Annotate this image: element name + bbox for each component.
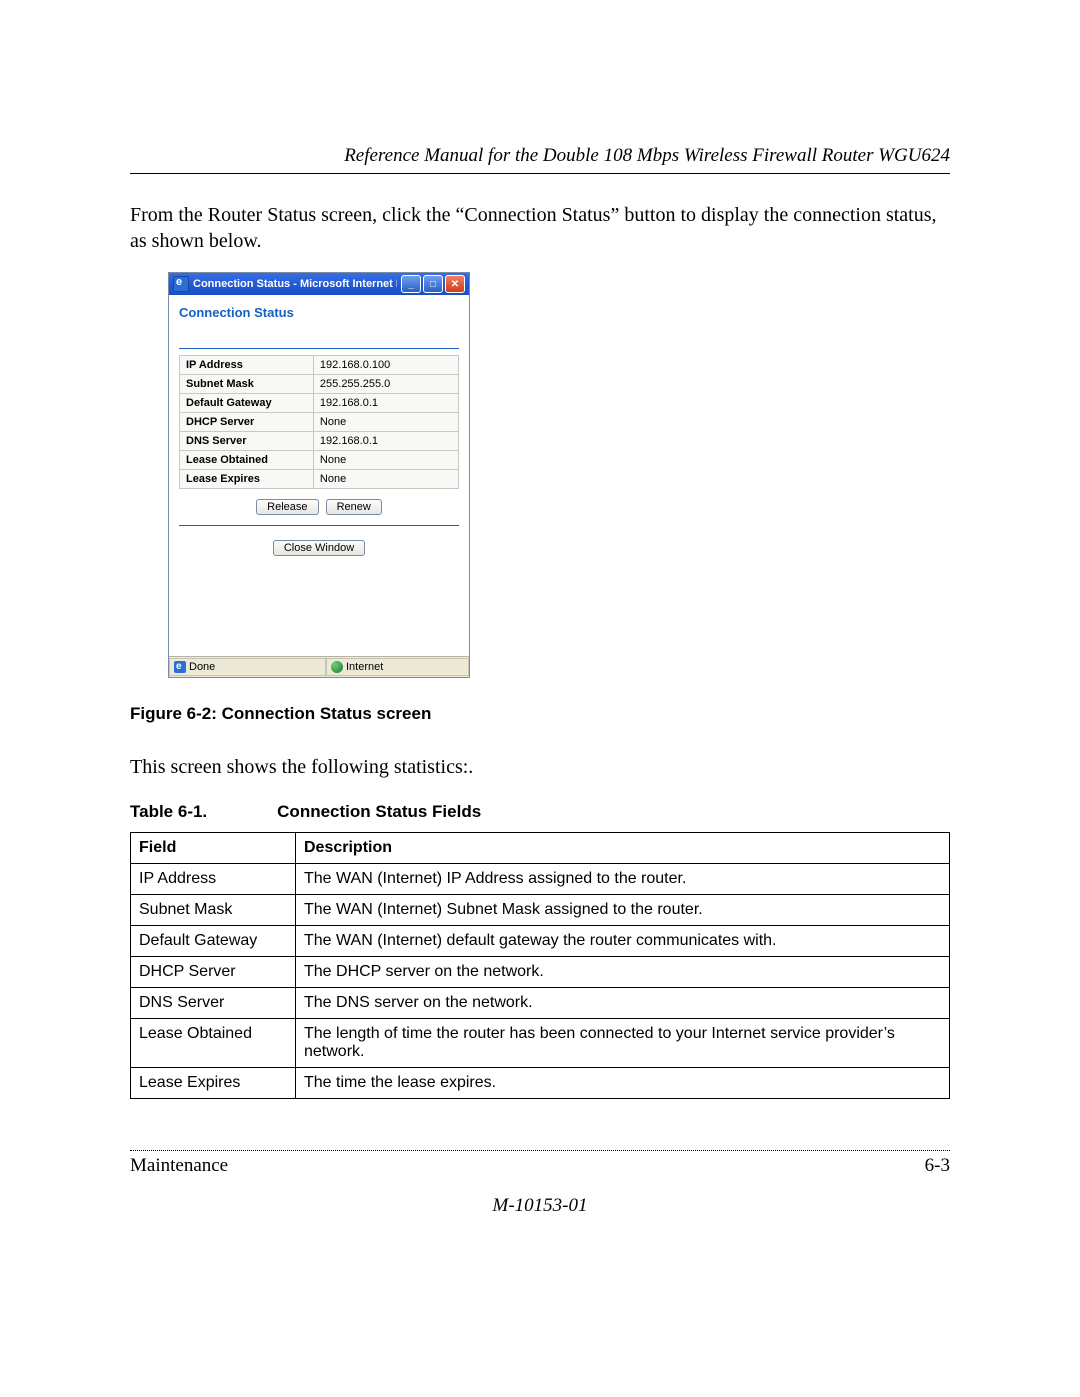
table-row: DNS Server192.168.0.1 <box>180 432 459 451</box>
table-row: Lease ExpiresThe time the lease expires. <box>131 1068 950 1099</box>
close-button[interactable]: ✕ <box>445 275 465 293</box>
ie-icon <box>173 276 189 292</box>
table-row: Lease ExpiresNone <box>180 470 459 489</box>
field-name: Lease Expires <box>131 1068 296 1099</box>
table-row: DNS ServerThe DNS server on the network. <box>131 988 950 1019</box>
globe-icon <box>331 661 343 673</box>
col-header-desc: Description <box>296 833 950 864</box>
status-table: IP Address192.168.0.100 Subnet Mask255.2… <box>179 355 459 489</box>
status-done: Done <box>169 658 326 676</box>
status-zone: Internet <box>326 658 469 676</box>
field-name: Lease Obtained <box>131 1019 296 1068</box>
status-label: DHCP Server <box>180 413 314 432</box>
table-row: Subnet MaskThe WAN (Internet) Subnet Mas… <box>131 895 950 926</box>
field-desc: The WAN (Internet) Subnet Mask assigned … <box>296 895 950 926</box>
divider <box>179 525 459 526</box>
footer-page: 6-3 <box>925 1155 950 1177</box>
divider <box>179 348 459 349</box>
footer-divider <box>130 1150 950 1151</box>
figure-caption: Figure 6-2: Connection Status screen <box>130 704 950 724</box>
table-row: Subnet Mask255.255.255.0 <box>180 375 459 394</box>
stats-paragraph: This screen shows the following statisti… <box>130 754 950 780</box>
status-value: 255.255.255.0 <box>313 375 458 394</box>
close-window-button[interactable]: Close Window <box>273 540 365 556</box>
window-titlebar: Connection Status - Microsoft Internet E… <box>169 273 469 295</box>
field-desc: The WAN (Internet) default gateway the r… <box>296 926 950 957</box>
table-row: Default Gateway192.168.0.1 <box>180 394 459 413</box>
status-value: None <box>313 451 458 470</box>
window-statusbar: Done Internet <box>169 656 469 677</box>
status-label: Default Gateway <box>180 394 314 413</box>
field-name: DHCP Server <box>131 957 296 988</box>
page-header: Reference Manual for the Double 108 Mbps… <box>130 145 950 174</box>
status-done-text: Done <box>189 659 215 675</box>
col-header-field: Field <box>131 833 296 864</box>
status-value: 192.168.0.100 <box>313 356 458 375</box>
footer-section: Maintenance <box>130 1155 228 1177</box>
status-label: Subnet Mask <box>180 375 314 394</box>
table-header-row: Field Description <box>131 833 950 864</box>
table-row: DHCP ServerThe DHCP server on the networ… <box>131 957 950 988</box>
table-caption: Table 6-1. Connection Status Fields <box>130 802 950 822</box>
field-name: IP Address <box>131 864 296 895</box>
field-desc: The DNS server on the network. <box>296 988 950 1019</box>
status-label: Lease Expires <box>180 470 314 489</box>
status-value: 192.168.0.1 <box>313 432 458 451</box>
table-caption-title: Connection Status Fields <box>277 802 481 821</box>
table-row: Lease ObtainedThe length of time the rou… <box>131 1019 950 1068</box>
minimize-button[interactable]: _ <box>401 275 421 293</box>
button-row-2: Close Window <box>179 530 459 562</box>
release-button[interactable]: Release <box>256 499 318 515</box>
status-zone-text: Internet <box>346 659 383 675</box>
field-name: DNS Server <box>131 988 296 1019</box>
window-title: Connection Status - Microsoft Internet E… <box>193 278 397 290</box>
status-value: None <box>313 413 458 432</box>
fields-table: Field Description IP AddressThe WAN (Int… <box>130 832 950 1099</box>
status-label: Lease Obtained <box>180 451 314 470</box>
window-body: Connection Status IP Address192.168.0.10… <box>169 295 469 656</box>
field-name: Subnet Mask <box>131 895 296 926</box>
intro-paragraph: From the Router Status screen, click the… <box>130 202 950 254</box>
maximize-button[interactable]: □ <box>423 275 443 293</box>
field-desc: The DHCP server on the network. <box>296 957 950 988</box>
field-desc: The time the lease expires. <box>296 1068 950 1099</box>
table-row: Default GatewayThe WAN (Internet) defaul… <box>131 926 950 957</box>
field-desc: The length of time the router has been c… <box>296 1019 950 1068</box>
table-row: IP Address192.168.0.100 <box>180 356 459 375</box>
table-row: IP AddressThe WAN (Internet) IP Address … <box>131 864 950 895</box>
footer-docid: M-10153-01 <box>130 1195 950 1217</box>
field-desc: The WAN (Internet) IP Address assigned t… <box>296 864 950 895</box>
dialog-heading: Connection Status <box>179 305 459 320</box>
field-name: Default Gateway <box>131 926 296 957</box>
table-row: DHCP ServerNone <box>180 413 459 432</box>
button-row-1: Release Renew <box>179 489 459 521</box>
status-value: 192.168.0.1 <box>313 394 458 413</box>
table-row: Lease ObtainedNone <box>180 451 459 470</box>
page-footer: Maintenance 6-3 M-10153-01 <box>130 1150 950 1217</box>
status-value: None <box>313 470 458 489</box>
status-label: IP Address <box>180 356 314 375</box>
ie-icon <box>174 661 186 673</box>
table-caption-label: Table 6-1. <box>130 802 207 821</box>
status-label: DNS Server <box>180 432 314 451</box>
renew-button[interactable]: Renew <box>326 499 382 515</box>
connection-status-window: Connection Status - Microsoft Internet E… <box>168 272 470 678</box>
